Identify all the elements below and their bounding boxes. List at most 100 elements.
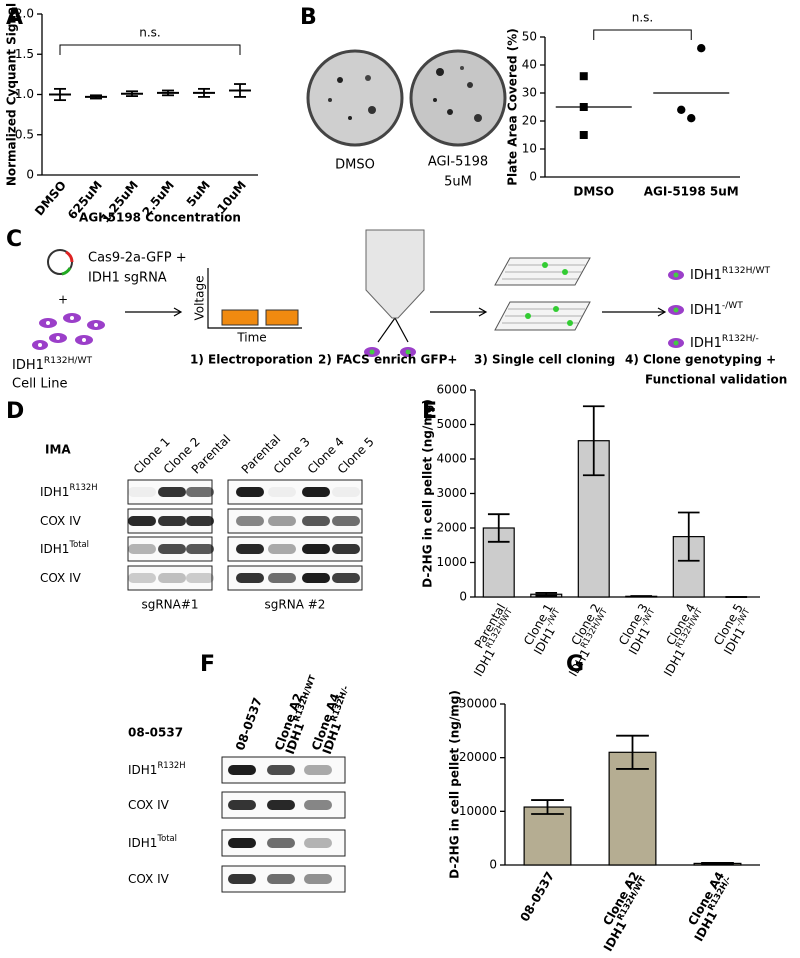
bar — [608, 751, 657, 866]
y-tick-label: 0 — [529, 170, 537, 184]
blot-band — [268, 544, 296, 554]
y-axis-label: Plate Area Covered (%) — [506, 28, 520, 186]
y-tick-label: 0.5 — [15, 127, 34, 141]
y-tick-label: 0 — [459, 590, 467, 604]
label-base: IDH1 — [471, 646, 498, 678]
diagram-text: IDH1 sgRNA — [88, 271, 167, 286]
data-point — [697, 44, 706, 53]
y-tick-label: 10 — [522, 142, 537, 156]
step-label: 1) Electroporation — [190, 353, 313, 367]
y-axis-label: D-2HG in cell pellet (ng/mg) — [421, 399, 435, 588]
workflow-diagram — [32, 229, 684, 357]
plate-image — [409, 49, 507, 147]
y-tick-label: 30 — [522, 86, 537, 100]
x-axis-label: AGI-5198 Concentration — [79, 211, 241, 225]
plate-label: DMSO — [335, 158, 375, 173]
label-base: IDH1 — [40, 485, 69, 499]
outcome-label: IDH1-/WT — [690, 301, 743, 318]
label-base: IDH1 — [690, 303, 722, 318]
outcome-label: IDH1R132H/WT — [690, 266, 770, 283]
label-sup: Total — [68, 539, 89, 549]
blot-band — [128, 516, 156, 526]
diagram-text: Voltage — [193, 275, 207, 320]
outcome-label: IDH1R132H/- — [690, 334, 759, 351]
label-base: IDH1 — [128, 836, 157, 850]
significance-bracket — [59, 44, 241, 55]
label: IDH1Total — [40, 539, 89, 556]
panel-label: E — [422, 399, 437, 424]
plate-image — [306, 49, 404, 147]
y-tick-label: 30000 — [459, 697, 497, 711]
label-sup: R132H — [69, 482, 97, 492]
blot-band — [228, 838, 256, 848]
blot-band — [268, 516, 296, 526]
group-label: sgRNA#1 — [141, 598, 198, 612]
data-point — [687, 114, 696, 123]
label-base: COX IV — [128, 798, 170, 812]
diagram-text: Time — [236, 331, 266, 345]
blot-band — [267, 765, 295, 775]
panel-label: F — [200, 652, 215, 677]
lane-label-group: 08-0537 — [233, 696, 265, 753]
label-base: IDH1 — [690, 268, 722, 283]
blot-band — [267, 800, 295, 810]
blot-band — [228, 765, 256, 775]
blot-band — [332, 487, 360, 497]
y-tick-label: 0 — [26, 168, 34, 182]
label-sup: R132H — [157, 760, 185, 770]
x-tick-label: AGI-5198 5uM — [644, 185, 739, 199]
blot-frame — [127, 565, 213, 591]
step-label: 4) Clone genotyping + — [625, 353, 776, 367]
x-tick-label: 08-0537 — [517, 869, 557, 924]
blot-band — [267, 838, 295, 848]
label: COX IV — [40, 571, 82, 585]
panel-label: D — [6, 399, 24, 424]
annotation: n.s. — [139, 26, 161, 40]
blot-band — [304, 765, 332, 775]
label: IDH1Total — [128, 833, 177, 850]
group-label: sgRNA #2 — [265, 598, 326, 612]
label-base: COX IV — [40, 514, 82, 528]
x-tick-label: 5uM — [184, 178, 213, 209]
y-tick-label: 2000 — [436, 521, 467, 535]
y-tick-label: 1.5 — [15, 47, 34, 61]
y-axis-label: Normalized Cyquant Signal — [5, 3, 19, 186]
blot-band — [268, 573, 296, 583]
label-base: IDH1 — [40, 542, 69, 556]
blot-band — [158, 573, 186, 583]
y-tick-label: 10000 — [459, 804, 497, 818]
blot-band — [186, 516, 214, 526]
blot-band — [186, 487, 214, 497]
label: IDH1R132H — [40, 482, 98, 499]
x-tick-label: DMSO — [573, 185, 614, 199]
diagram-text: + — [58, 293, 68, 307]
y-tick-label: 1.0 — [15, 87, 34, 101]
y-tick-label: 1000 — [436, 555, 467, 569]
label-base: IDH1 — [661, 646, 688, 678]
blot-band — [332, 544, 360, 554]
label: COX IV — [128, 798, 170, 812]
panel-label: B — [300, 5, 317, 30]
step-label: 3) Single cell cloning — [474, 353, 615, 367]
blot-band — [304, 874, 332, 884]
y-tick-label: 20 — [522, 114, 537, 128]
y-tick-label: 20000 — [459, 750, 497, 764]
diagram-text: IDH1R132H/WT — [12, 356, 92, 373]
blot-band — [267, 874, 295, 884]
label-sup: R132H/WT — [722, 266, 771, 276]
y-tick-label: 5000 — [436, 417, 467, 431]
y-tick-label: 40 — [522, 58, 537, 72]
plate-label: 5uM — [444, 175, 472, 190]
blot-band — [332, 516, 360, 526]
significance-bracket — [593, 29, 692, 40]
blot-band — [332, 573, 360, 583]
label-base: IDH1 — [12, 358, 44, 373]
diagram-text: Cell Line — [12, 377, 68, 392]
label-sup: Total — [156, 833, 177, 843]
diagram-text: Cas9-2a-GFP + — [88, 251, 187, 266]
